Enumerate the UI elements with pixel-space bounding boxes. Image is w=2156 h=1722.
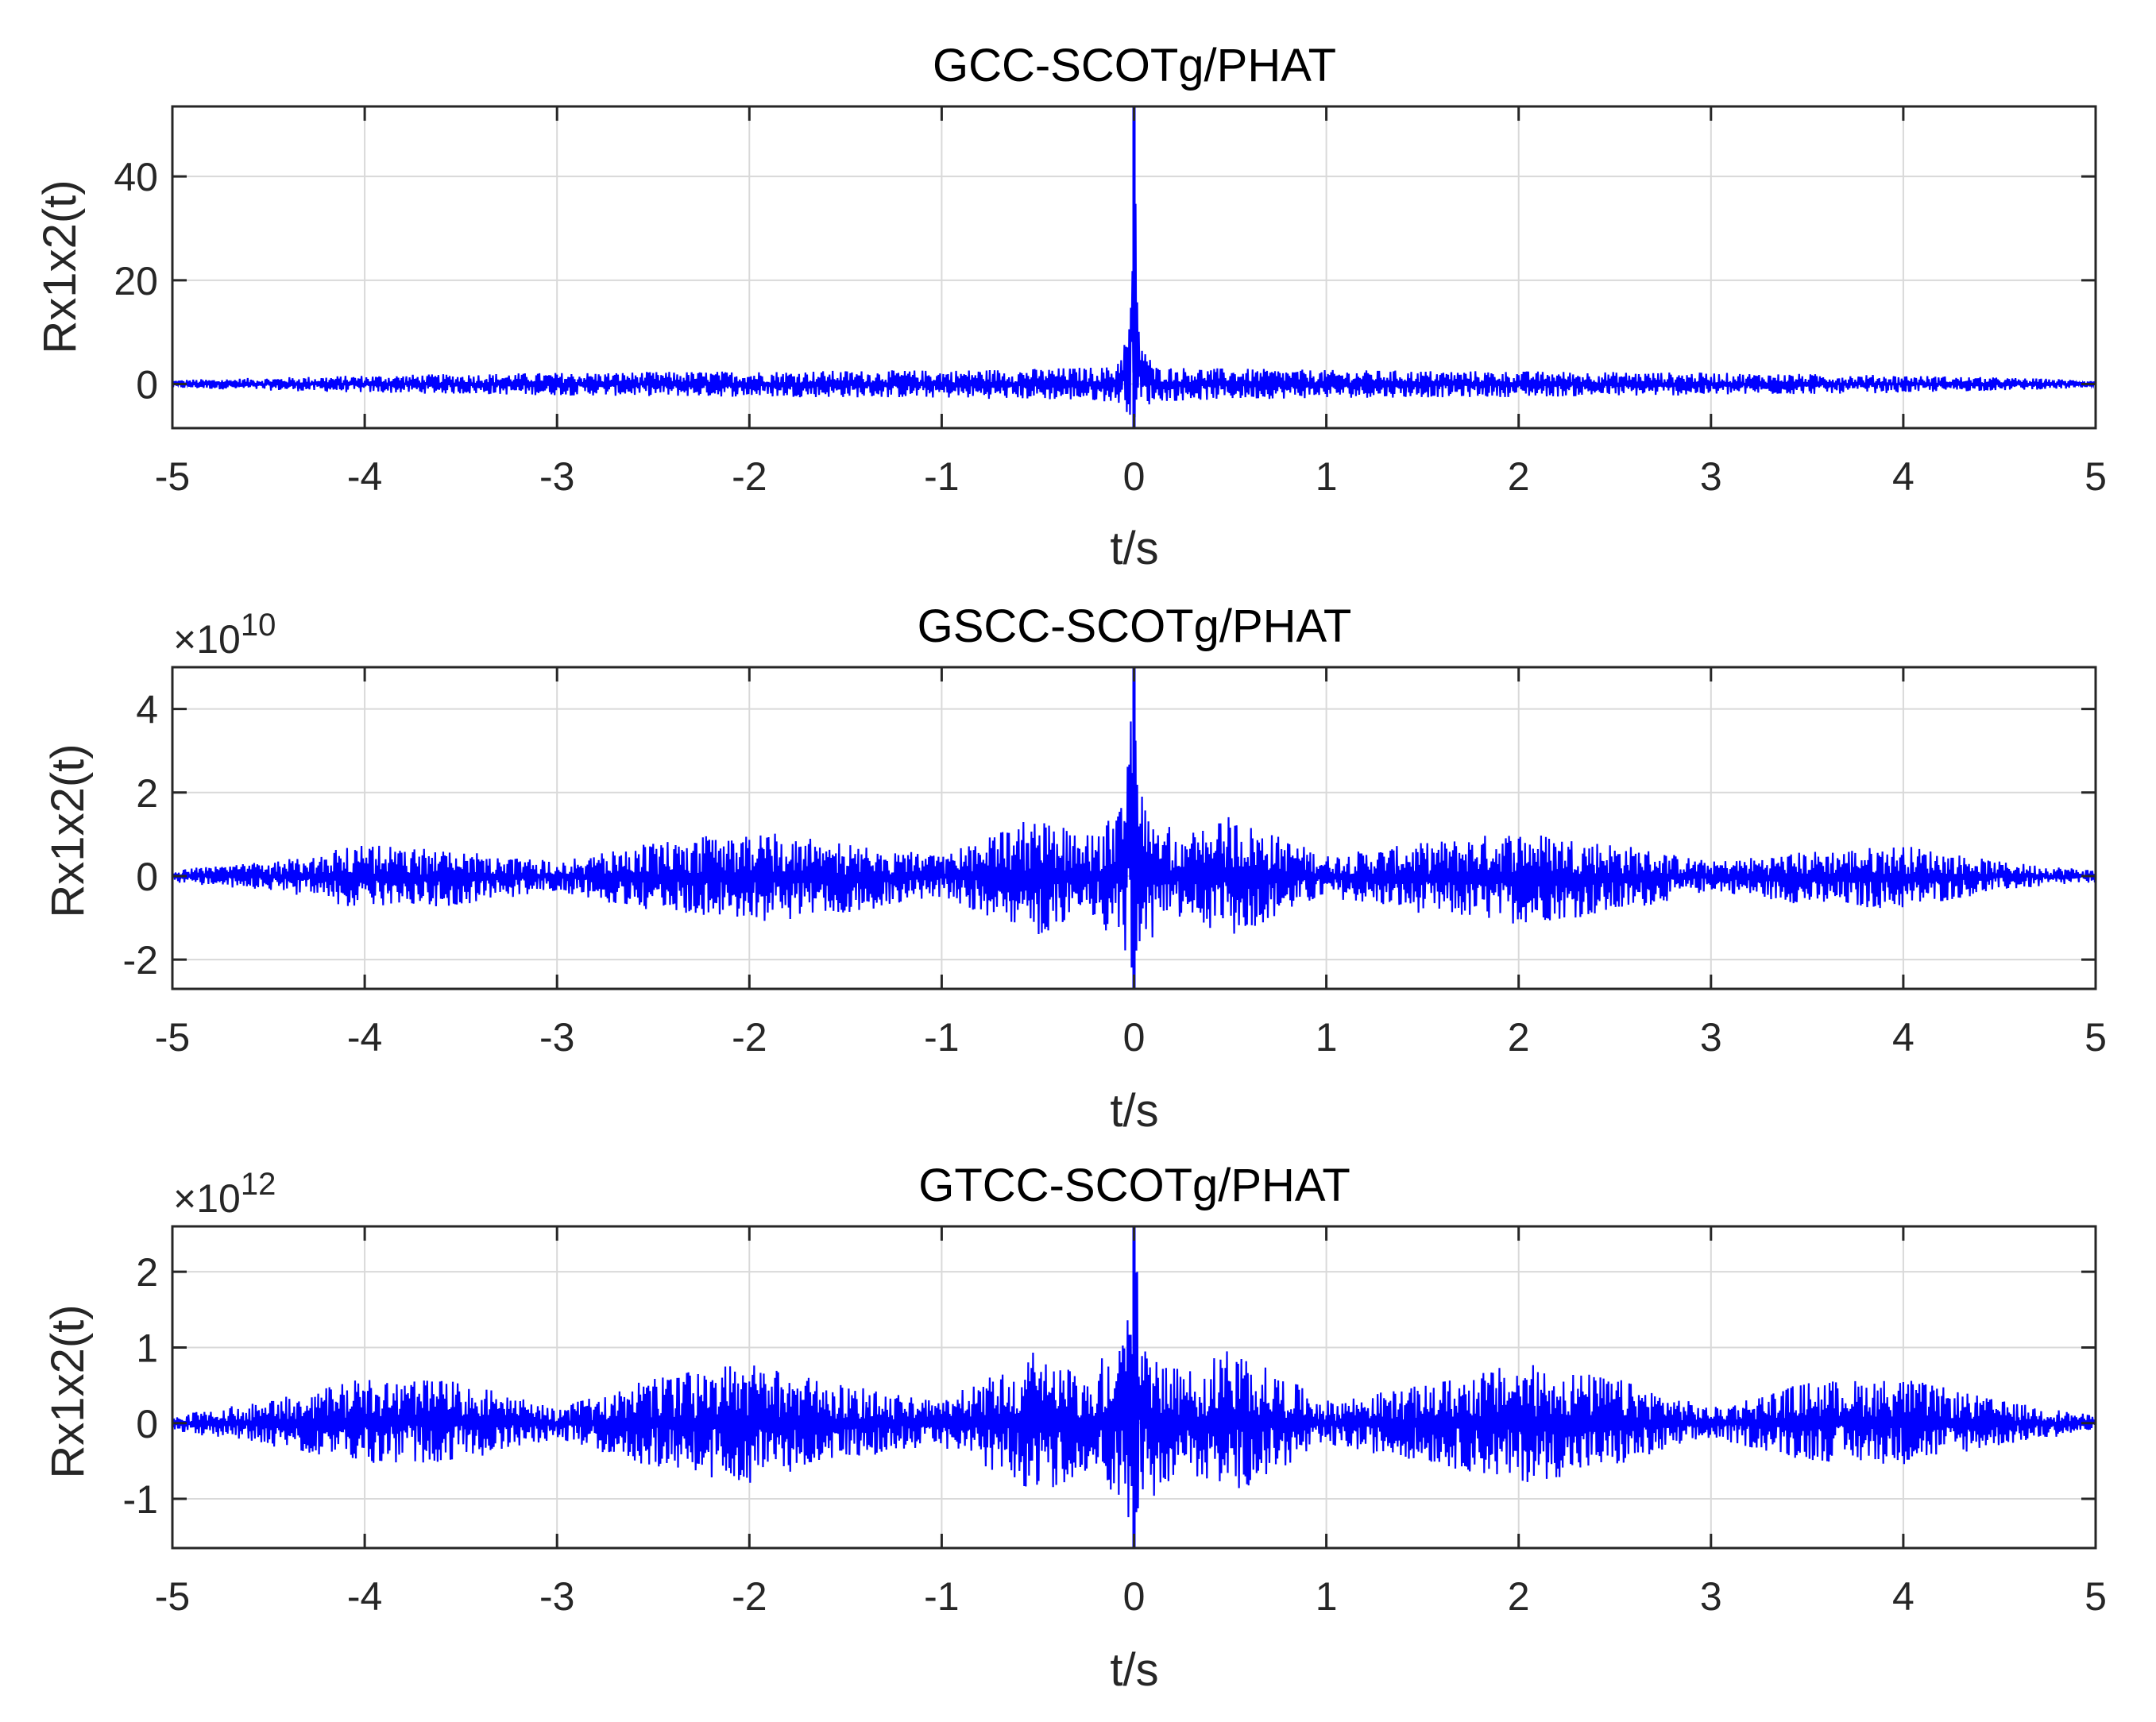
y-tick-label: 40 bbox=[114, 155, 158, 199]
y-tick-label: 1 bbox=[136, 1326, 158, 1370]
x-tick-label: -3 bbox=[539, 1574, 574, 1619]
x-tick-label: 0 bbox=[1123, 1574, 1146, 1619]
x-tick-label: -1 bbox=[924, 454, 959, 499]
tick-marks bbox=[171, 667, 2097, 989]
x-tick-label: 1 bbox=[1316, 1574, 1338, 1619]
x-tick-label: 4 bbox=[1892, 1015, 1915, 1060]
x-tick-label: 1 bbox=[1316, 454, 1338, 499]
chart-panel-gcc: GCC-SCOTg/PHAT -5 -4 -3 -2 -1 0 1 2 3 4 5 0 20 40 t/… bbox=[34, 40, 2107, 574]
x-tick-label: -5 bbox=[155, 1574, 190, 1619]
panel-title: GCC-SCOTg/PHAT bbox=[933, 40, 1336, 91]
x-tick-label: 3 bbox=[1700, 454, 1722, 499]
exponent-power: 10 bbox=[241, 608, 276, 643]
x-tick-label: 0 bbox=[1123, 1015, 1146, 1060]
series-envelope bbox=[171, 106, 2097, 428]
x-tick-label: 2 bbox=[1508, 454, 1530, 499]
y-tick-label: -2 bbox=[123, 938, 158, 983]
x-tick-label: 3 bbox=[1700, 1574, 1722, 1619]
x-axis-label: t/s bbox=[1110, 523, 1158, 574]
y-axis-label: Rx1x2(t) bbox=[34, 180, 86, 353]
y-tick-label: 2 bbox=[136, 1250, 158, 1295]
x-tick-label: -4 bbox=[347, 454, 382, 499]
x-tick-label: -2 bbox=[732, 1574, 767, 1619]
x-tick-label: -1 bbox=[924, 1015, 959, 1060]
x-tick-label: 2 bbox=[1508, 1015, 1530, 1060]
x-tick-label: 4 bbox=[1892, 1574, 1915, 1619]
x-axis-label: t/s bbox=[1110, 1644, 1158, 1696]
x-tick-label: -4 bbox=[347, 1574, 382, 1619]
panel-title: GTCC-SCOTg/PHAT bbox=[918, 1160, 1350, 1211]
y-tick-labels: 0 20 40 bbox=[114, 155, 158, 407]
exponent-base: ×10 bbox=[173, 617, 241, 662]
chart-panel-gscc: GSCC-SCOTg/PHAT ×1010 -5 -4 -3 -2 -1 0 1 2 3 4 5 -… bbox=[42, 600, 2107, 1137]
y-tick-label: 2 bbox=[136, 771, 158, 816]
y-tick-label: 20 bbox=[114, 259, 158, 303]
x-tick-label: 2 bbox=[1508, 1574, 1530, 1619]
x-tick-label: 3 bbox=[1700, 1015, 1722, 1060]
y-tick-label: 0 bbox=[136, 855, 158, 899]
tick-marks bbox=[171, 106, 2097, 428]
y-tick-label: 4 bbox=[136, 688, 158, 732]
x-tick-label: 5 bbox=[2085, 1015, 2107, 1060]
x-tick-labels: -5 -4 -3 -2 -1 0 1 2 3 4 5 bbox=[155, 454, 2107, 499]
chart-panel-gtcc: GTCC-SCOTg/PHAT ×1012 -5 -4 -3 -2 -1 0 1 2 3 4 5 -… bbox=[42, 1160, 2107, 1696]
y-axis-label: Rx1x2(t) bbox=[42, 743, 94, 917]
y-tick-label: -1 bbox=[123, 1477, 158, 1522]
exponent-power: 12 bbox=[241, 1167, 276, 1202]
panel-title: GSCC-SCOTg/PHAT bbox=[918, 600, 1352, 652]
y-tick-labels: -1 0 1 2 bbox=[123, 1250, 158, 1522]
y-exponent-label: ×1010 bbox=[173, 608, 276, 662]
y-axis-label: Rx1x2(t) bbox=[42, 1304, 94, 1478]
x-tick-label: -2 bbox=[732, 454, 767, 499]
x-tick-label: 0 bbox=[1123, 454, 1146, 499]
x-tick-label: -1 bbox=[924, 1574, 959, 1619]
x-tick-label: 4 bbox=[1892, 454, 1915, 499]
x-tick-label: 5 bbox=[2085, 454, 2107, 499]
x-tick-label: -2 bbox=[732, 1015, 767, 1060]
x-tick-labels: -5 -4 -3 -2 -1 0 1 2 3 4 5 bbox=[155, 1574, 2107, 1619]
y-tick-labels: -2 0 2 4 bbox=[123, 688, 158, 983]
x-tick-label: -5 bbox=[155, 454, 190, 499]
x-tick-label: 5 bbox=[2085, 1574, 2107, 1619]
x-tick-labels: -5 -4 -3 -2 -1 0 1 2 3 4 5 bbox=[155, 1015, 2107, 1060]
y-tick-label: 0 bbox=[136, 1402, 158, 1446]
x-tick-label: -3 bbox=[539, 1015, 574, 1060]
series-envelope bbox=[171, 667, 2097, 989]
tick-marks bbox=[171, 1226, 2097, 1548]
x-axis-label: t/s bbox=[1110, 1085, 1158, 1137]
exponent-base: ×10 bbox=[173, 1176, 241, 1221]
y-tick-label: 0 bbox=[136, 362, 158, 407]
x-tick-label: 1 bbox=[1316, 1015, 1338, 1060]
x-tick-label: -4 bbox=[347, 1015, 382, 1060]
x-tick-label: -3 bbox=[539, 454, 574, 499]
x-tick-label: -5 bbox=[155, 1015, 190, 1060]
y-exponent-label: ×1012 bbox=[173, 1167, 276, 1221]
